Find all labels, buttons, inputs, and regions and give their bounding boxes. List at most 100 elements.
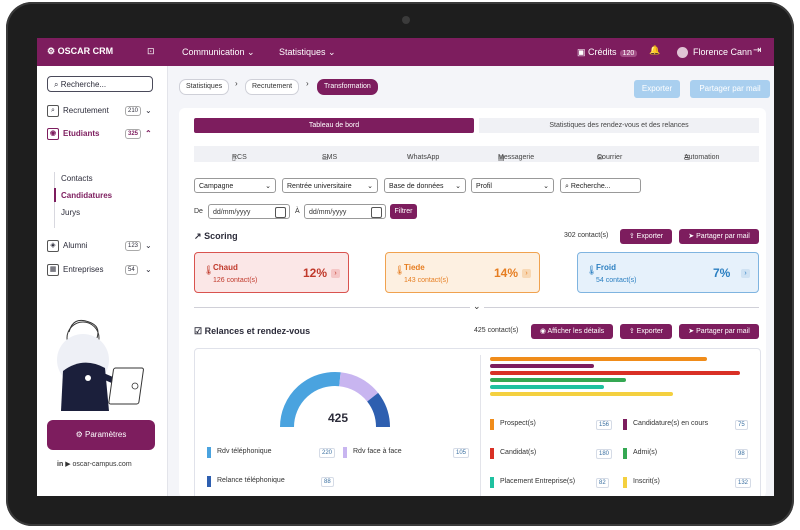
chevron-down-icon: ⌄ [145, 265, 152, 274]
filter-button[interactable]: Filtrer [390, 204, 417, 219]
details-button[interactable]: ◉ Afficher les détails [531, 324, 613, 339]
export-button[interactable]: Exporter [634, 80, 680, 98]
bell-icon[interactable]: 🔔 [649, 45, 661, 55]
breadcrumb-statistiques[interactable]: Statistiques [179, 79, 230, 95]
legend-label: Prospect(s) [500, 420, 536, 427]
tab-statistiques-rdv[interactable]: Statistiques des rendez-vous et des rela… [479, 118, 759, 133]
legend-count: 105 [453, 448, 470, 458]
chevron-right-icon[interactable]: › [741, 269, 750, 278]
tab-messagerie-label: Messagerie [498, 154, 535, 161]
menu-statistiques[interactable]: Statistiques ⌄ [279, 47, 336, 58]
tab-courrier-label: Courrier [597, 154, 623, 161]
relances-chart-panel: 425 Rdv téléphonique 220 Rdv face à face… [194, 348, 761, 496]
chevron-down-icon[interactable]: ⌄ [470, 301, 484, 312]
search-icon: ⌕ [54, 80, 59, 89]
relances-export-button[interactable]: ⇪ Exporter [620, 324, 672, 339]
credits[interactable]: ▣ Crédits 120 [577, 47, 638, 58]
chevron-right-icon[interactable]: › [331, 269, 340, 278]
gauge-chart [280, 372, 390, 428]
legend-swatch [343, 447, 347, 458]
score-card-pct: 14% [494, 266, 519, 280]
chevron-down-icon: ⌄ [145, 241, 152, 250]
status-bars [490, 349, 750, 409]
tab-tableau-de-bord[interactable]: Tableau de bord [194, 118, 474, 133]
app-logo[interactable]: ⚙ OSCAR CRM [47, 46, 114, 56]
legend-swatch [490, 419, 494, 430]
gauge-segment-2 [366, 392, 390, 428]
building-icon: ▦ [47, 263, 59, 276]
filter-campagne[interactable]: Campagne ⌄ [194, 178, 276, 193]
chevron-down-icon: ⌄ [145, 106, 152, 115]
top-bar: ⚙ OSCAR CRM ⊡ Communication ⌄ Statistiqu… [37, 38, 774, 66]
logout-icon[interactable]: ⇥ [753, 45, 762, 56]
chevron-right-icon[interactable]: › [522, 269, 531, 278]
share-button[interactable]: Partager par mail [690, 80, 770, 98]
chevron-down-icon: ⌄ [543, 183, 549, 190]
breadcrumb-transformation[interactable]: Transformation [317, 79, 378, 95]
breadcrumb-recrutement[interactable]: Recrutement [245, 79, 300, 95]
menu-communication[interactable]: Communication ⌄ [182, 47, 255, 58]
sidebar-search-input[interactable]: ⌕ Recherche... [47, 76, 153, 92]
dashboard-panel: Tableau de bord Statistiques des rendez-… [179, 108, 766, 496]
channel-tabs: ▯ RCS ▭ SMS ◌ WhatsApp ▤ Messagerie ✉ Co… [194, 146, 759, 162]
legend-swatch [490, 448, 494, 459]
relances-contacts: 425 contact(s) [474, 327, 519, 334]
score-card-froid[interactable]: 🌡 Froid 54 contact(s) 7% › [577, 252, 759, 293]
main-area: Statistiques › Recrutement › Transformat… [167, 66, 774, 496]
linkedin-icon[interactable]: in [57, 461, 64, 468]
scoring-share-button[interactable]: ➤ Partager par mail [679, 229, 759, 244]
avatar [677, 47, 688, 59]
legend-count: 156 [596, 420, 613, 430]
calendar-icon[interactable] [371, 207, 382, 218]
eye-icon: ◉ [539, 328, 546, 335]
sidebar-item-recrutement[interactable]: ⌕ Recrutement 210 ⌄ [47, 104, 157, 118]
tab-automation-label: Automation [684, 154, 720, 161]
chevron-up-icon: ⌃ [145, 129, 152, 138]
sidebar-subitem-jurys[interactable]: Jurys [61, 208, 81, 217]
relances-export-label: Exporter [636, 328, 664, 335]
settings-button[interactable]: ⚙ Paramètres [47, 420, 155, 450]
filter-search-input[interactable]: ⌕ Recherche... [560, 178, 641, 193]
sidebar-item-entreprises[interactable]: ▦ Entreprises 54 ⌄ [47, 263, 157, 277]
scoring-export-button[interactable]: ⇪ Exporter [620, 229, 672, 244]
chevron-right-icon: › [235, 79, 238, 88]
youtube-icon[interactable]: ▶ [65, 461, 71, 468]
chevron-down-icon: ⌄ [265, 183, 271, 190]
details-label: Afficher les détails [547, 328, 605, 335]
gauge-segment-0 [280, 372, 341, 428]
date-from-input[interactable]: dd/mm/yyyy [208, 204, 290, 219]
credits-label: Crédits [588, 47, 617, 57]
score-card-contacts: 126 contact(s) [213, 277, 258, 284]
chevron-down-icon: ⌄ [247, 47, 255, 57]
phone-icon: ▯ [232, 155, 236, 162]
legend-swatch [623, 477, 627, 488]
date-from-label: De [194, 208, 203, 215]
relances-share-button[interactable]: ➤ Partager par mail [679, 324, 759, 339]
chevron-down-icon: ⌄ [367, 183, 373, 190]
camera [402, 16, 410, 24]
filter-base[interactable]: Base de données ⌄ [384, 178, 466, 193]
list-icon: ☰ [684, 155, 691, 162]
collapse-sidebar-icon[interactable]: ⊡ [147, 46, 155, 56]
date-to-input[interactable]: dd/mm/yyyy [304, 204, 386, 219]
legend-count: 82 [596, 478, 609, 488]
tab-whatsapp-label: WhatsApp [407, 154, 440, 161]
scoring-share-label: Partager par mail [696, 233, 750, 240]
scoring-header: ↗ Scoring [194, 231, 238, 242]
score-card-chaud[interactable]: 🌡 Chaud 126 contact(s) 12% › [194, 252, 349, 293]
app-name: OSCAR CRM [57, 46, 114, 56]
user-menu[interactable]: Florence Cann [677, 47, 752, 59]
sidebar-subitem-contacts[interactable]: Contacts [61, 174, 93, 183]
calendar-icon[interactable] [275, 207, 286, 218]
score-card-tiede[interactable]: 🌡 Tiede 143 contact(s) 14% › [385, 252, 540, 293]
sidebar-item-etudiants[interactable]: ◉ Etudiants 325 ⌃ [47, 127, 157, 141]
legend-label: Rdv téléphonique [217, 448, 272, 455]
filter-rentree[interactable]: Rentrée universitaire ⌄ [282, 178, 378, 193]
site-link[interactable]: in ▶ oscar-campus.com [57, 460, 132, 468]
legend-count: 180 [596, 449, 613, 459]
filter-profil[interactable]: Profil ⌄ [471, 178, 554, 193]
legend-label: Placement Entreprise(s) [500, 478, 576, 485]
sidebar-item-count: 210 [125, 106, 142, 116]
sidebar-subitem-candidatures[interactable]: Candidatures [61, 191, 113, 200]
sidebar-item-alumni[interactable]: ◈ Alumni 123 ⌄ [47, 239, 157, 253]
